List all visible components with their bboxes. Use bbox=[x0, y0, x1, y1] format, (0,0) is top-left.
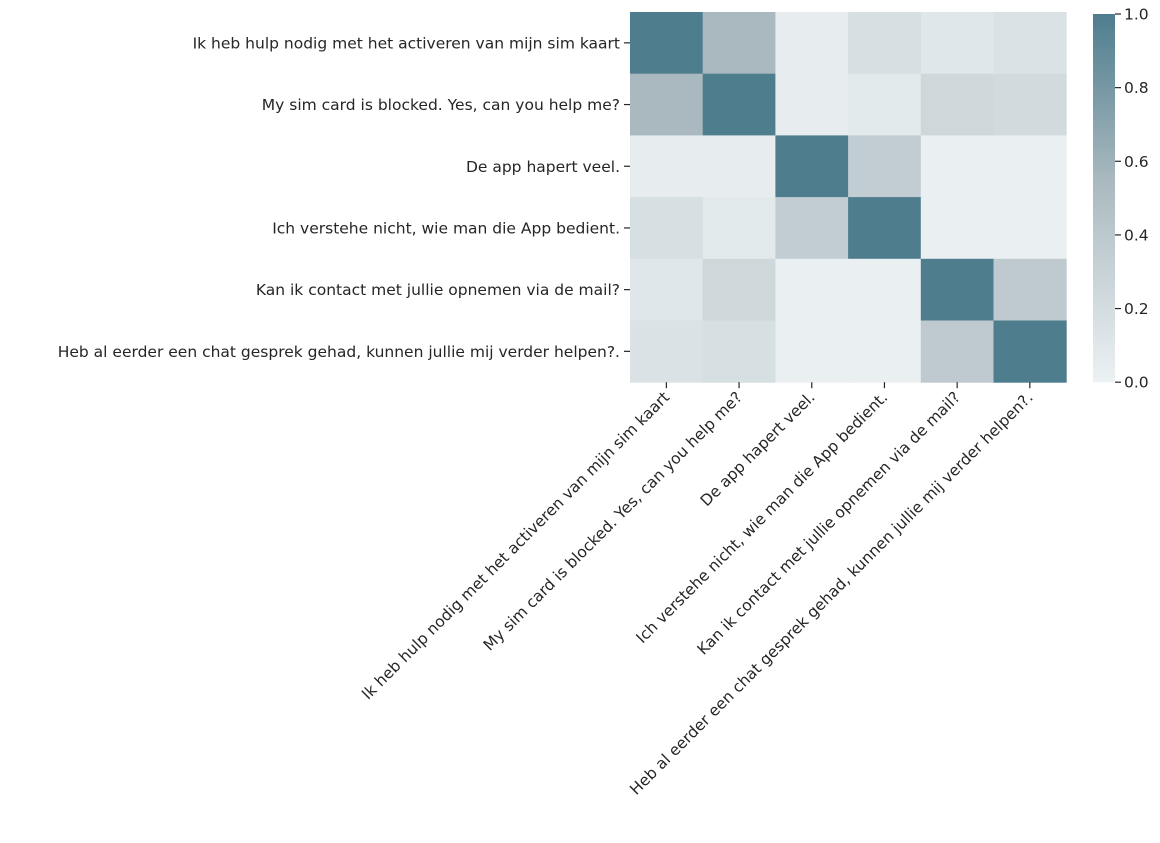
heatmap-cell bbox=[920, 258, 994, 321]
heatmap-cell bbox=[630, 320, 704, 383]
colorbar-tick-label: 1.0 bbox=[1124, 6, 1149, 24]
heatmap-cell bbox=[702, 12, 776, 75]
heatmap-cell bbox=[630, 135, 704, 198]
y-tick-label: Ich verstehe nicht, wie man die App bedi… bbox=[272, 219, 620, 237]
heatmap-cell bbox=[630, 73, 704, 136]
heatmap-cell bbox=[993, 258, 1067, 321]
heatmap-cell bbox=[848, 135, 922, 198]
colorbar-tick-label: 0.2 bbox=[1124, 300, 1149, 318]
heatmap-cell bbox=[702, 258, 776, 321]
x-tick-label: Ik heb hulp nodig met het activeren van … bbox=[358, 388, 673, 703]
heatmap-cell bbox=[848, 197, 922, 260]
colorbar-ticks: 0.0 0.2 0.4 0.6 0.8 1.0 bbox=[1115, 6, 1149, 392]
y-tick-label: De app hapert veel. bbox=[466, 158, 620, 176]
x-tick-label: Ich verstehe nicht, wie man die App bedi… bbox=[633, 388, 892, 647]
y-tick-label: My sim card is blocked. Yes, can you hel… bbox=[262, 96, 620, 114]
heatmap-cell bbox=[993, 12, 1067, 75]
colorbar-tick-label: 0.4 bbox=[1124, 226, 1149, 244]
heatmap-cells bbox=[630, 12, 1067, 383]
heatmap-cell bbox=[775, 320, 849, 383]
heatmap-cell bbox=[702, 197, 776, 260]
colorbar-tick-label: 0.0 bbox=[1124, 374, 1149, 392]
heatmap-cell bbox=[993, 135, 1067, 198]
heatmap-cell bbox=[702, 73, 776, 136]
heatmap-cell bbox=[630, 197, 704, 260]
heatmap-cell bbox=[993, 320, 1067, 383]
heatmap-cell bbox=[630, 258, 704, 321]
heatmap-cell bbox=[920, 320, 994, 383]
heatmap-cell bbox=[920, 73, 994, 136]
heatmap-cell bbox=[848, 320, 922, 383]
colorbar-tick-label: 0.8 bbox=[1124, 79, 1149, 97]
heatmap-cell bbox=[848, 73, 922, 136]
heatmap-cell bbox=[993, 73, 1067, 136]
heatmap-cell bbox=[993, 197, 1067, 260]
heatmap-cell bbox=[848, 12, 922, 75]
heatmap-cell bbox=[702, 135, 776, 198]
heatmap-cell bbox=[775, 73, 849, 136]
heatmap-cell bbox=[702, 320, 776, 383]
heatmap-cell bbox=[630, 12, 704, 75]
y-tick-label: Heb al eerder een chat gesprek gehad, ku… bbox=[58, 343, 620, 361]
heatmap-cell bbox=[848, 258, 922, 321]
heatmap-cell bbox=[775, 258, 849, 321]
heatmap-cell bbox=[775, 135, 849, 198]
y-tick-label: Kan ik contact met jullie opnemen via de… bbox=[256, 281, 620, 299]
heatmap-cell bbox=[920, 197, 994, 260]
heatmap-cell bbox=[775, 12, 849, 75]
x-tick-label: Kan ik contact met jullie opnemen via de… bbox=[694, 388, 964, 658]
y-axis-ticks: Ik heb hulp nodig met het activeren van … bbox=[58, 34, 630, 361]
heatmap-cell bbox=[775, 197, 849, 260]
heatmap-cell bbox=[920, 135, 994, 198]
x-tick-label: My sim card is blocked. Yes, can you hel… bbox=[480, 388, 746, 654]
y-tick-label: Ik heb hulp nodig met het activeren van … bbox=[193, 34, 620, 52]
colorbar bbox=[1093, 14, 1115, 383]
heatmap-cell bbox=[920, 12, 994, 75]
x-axis-ticks: Ik heb hulp nodig met het activeren van … bbox=[358, 382, 1037, 799]
colorbar-tick-label: 0.6 bbox=[1124, 153, 1149, 171]
